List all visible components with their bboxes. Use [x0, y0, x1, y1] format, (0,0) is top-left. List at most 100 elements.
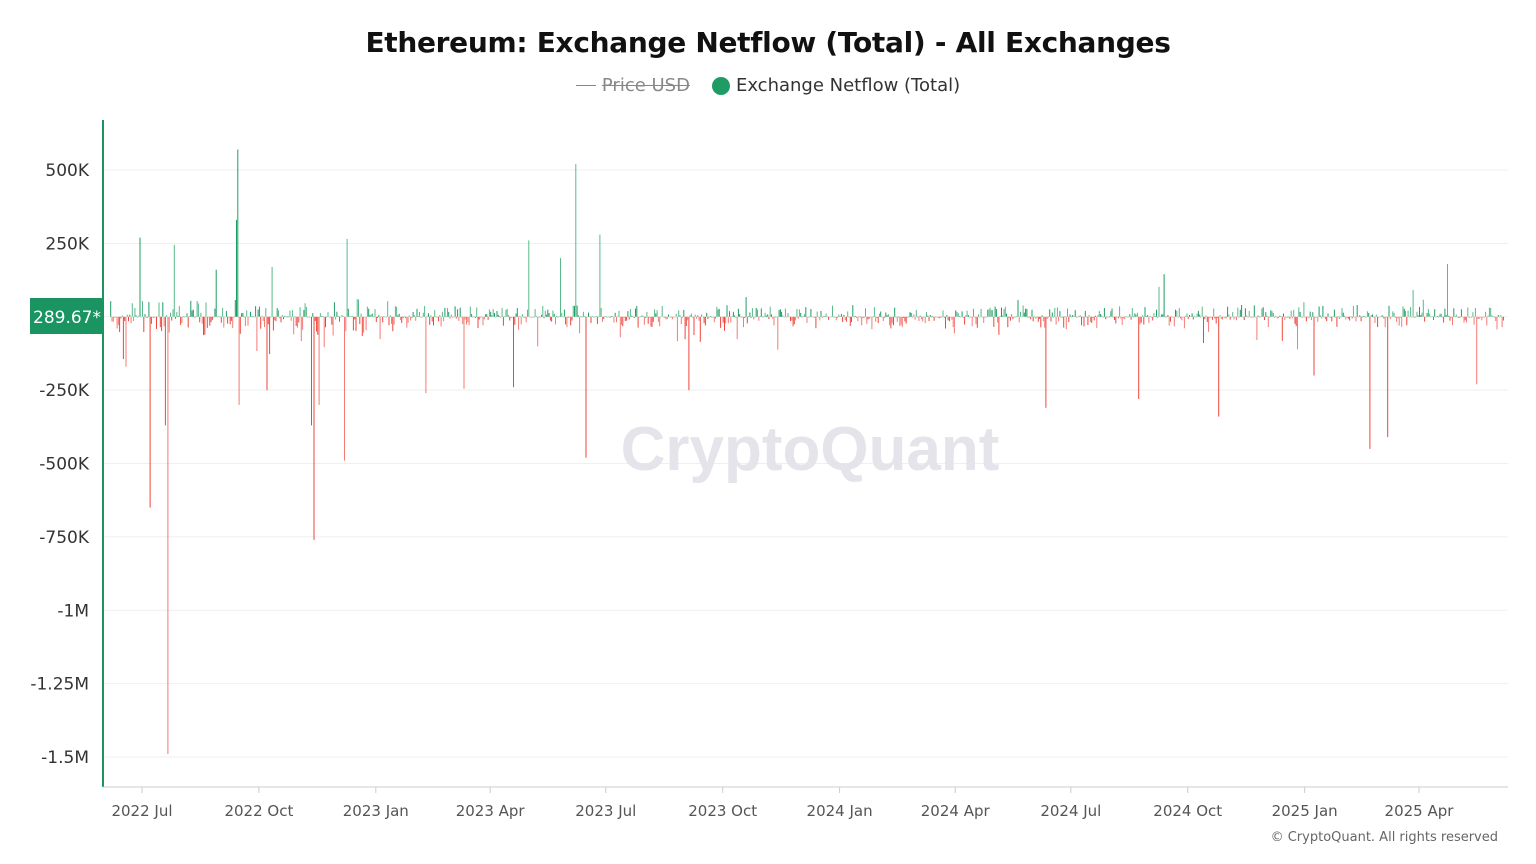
inflow-bar	[1196, 313, 1198, 317]
outflow-bar	[1121, 316, 1123, 325]
inflow-bar	[1185, 315, 1187, 317]
inflow-bar	[1420, 315, 1422, 317]
outflow-bar	[1496, 316, 1498, 330]
inflow-bar	[538, 316, 540, 318]
outflow-bar	[1030, 316, 1032, 320]
x-tick-label: 2022 Jul	[111, 802, 172, 820]
inflow-bar	[342, 316, 344, 318]
outflow-bar	[163, 316, 165, 327]
inflow-bar	[843, 314, 845, 317]
inflow-bar	[426, 316, 428, 317]
outflow-bar	[266, 316, 268, 391]
inflow-bar	[1439, 314, 1441, 317]
outflow-bar	[945, 316, 946, 329]
outflow-bar	[502, 316, 504, 326]
outflow-bar	[1009, 316, 1011, 321]
inflow-bar	[823, 316, 825, 317]
inflow-bar	[879, 313, 880, 317]
inflow-bar	[765, 315, 767, 317]
inflow-bar	[257, 309, 259, 317]
outflow-bar	[478, 316, 480, 320]
outflow-bar	[1229, 316, 1231, 320]
inflow-bar	[980, 308, 982, 317]
outflow-bar	[664, 316, 666, 318]
inflow-bar	[349, 316, 351, 318]
outflow-bar	[1317, 316, 1319, 322]
outflow-bar	[1035, 316, 1037, 319]
inflow-bar	[1402, 306, 1404, 317]
legend-item-price[interactable]: Price USD	[575, 75, 690, 96]
outflow-bar	[692, 316, 694, 318]
outflow-bar	[881, 316, 883, 318]
inflow-bar	[872, 316, 874, 318]
inflow-bar	[1053, 316, 1055, 318]
outflow-bar	[985, 316, 987, 318]
inflow-bar	[781, 311, 783, 317]
outflow-bar	[666, 316, 668, 319]
inflow-bar	[556, 315, 558, 317]
outflow-bar	[792, 316, 794, 327]
outflow-bar	[1345, 316, 1347, 320]
inflow-bar	[778, 310, 780, 317]
legend-item-netflow[interactable]: Exchange Netflow (Total)	[711, 75, 960, 96]
outflow-bar	[213, 316, 215, 318]
outflow-bar	[1236, 316, 1237, 321]
outflow-bar	[812, 316, 814, 318]
inflow-bar	[291, 310, 293, 317]
inflow-bar	[1434, 309, 1436, 317]
outflow-bar	[562, 316, 564, 318]
inflow-bar	[586, 316, 588, 318]
inflow-bar	[373, 316, 375, 318]
inflow-bar	[412, 311, 414, 317]
outflow-bar	[616, 316, 617, 323]
inflow-bar	[1293, 309, 1295, 317]
outflow-bar	[164, 316, 166, 426]
inflow-bar	[534, 309, 536, 317]
outflow-bar	[1394, 316, 1396, 318]
outflow-bar	[1055, 316, 1057, 325]
inflow-bar	[1327, 313, 1329, 317]
outflow-bar	[1117, 316, 1119, 319]
outflow-bar	[119, 316, 121, 332]
inflow-bar	[222, 307, 224, 317]
inflow-bar	[326, 316, 328, 318]
outflow-bar	[555, 316, 556, 325]
outflow-bar	[1040, 316, 1042, 328]
inflow-bar	[886, 315, 888, 317]
outflow-bar	[467, 316, 469, 323]
inflow-bar	[288, 316, 290, 318]
inflow-bar	[759, 316, 761, 317]
outflow-bar	[297, 316, 298, 328]
outflow-bar	[1294, 316, 1296, 324]
outflow-bar	[514, 316, 516, 325]
inflow-bar	[1034, 316, 1035, 318]
inflow-bar	[1074, 310, 1076, 317]
inflow-bar	[186, 313, 188, 317]
inflow-bar	[612, 316, 614, 317]
inflow-bar	[445, 316, 447, 318]
inflow-bar	[1416, 311, 1418, 317]
inflow-bar	[1228, 314, 1230, 317]
inflow-bar	[387, 301, 389, 317]
outflow-bar	[974, 316, 976, 318]
inflow-bar	[605, 316, 607, 318]
outflow-bar	[1369, 316, 1371, 449]
inflow-bar	[333, 302, 335, 317]
outflow-bar	[145, 316, 147, 318]
inflow-bar	[560, 258, 561, 317]
outflow-bar	[180, 316, 182, 325]
inflow-bar	[959, 316, 960, 317]
inflow-bar	[380, 316, 382, 318]
outflow-bar	[699, 316, 701, 342]
outflow-bar	[194, 316, 196, 318]
outflow-bar	[753, 316, 755, 320]
outflow-bar	[1021, 316, 1023, 318]
outflow-bar	[1501, 316, 1503, 328]
outflow-bar	[593, 316, 595, 318]
inflow-bar	[434, 310, 436, 317]
inflow-bar	[191, 310, 193, 317]
outflow-bar	[330, 316, 332, 318]
outflow-bar	[791, 316, 793, 321]
inflow-bar	[351, 315, 353, 317]
inflow-bar	[1485, 311, 1487, 317]
